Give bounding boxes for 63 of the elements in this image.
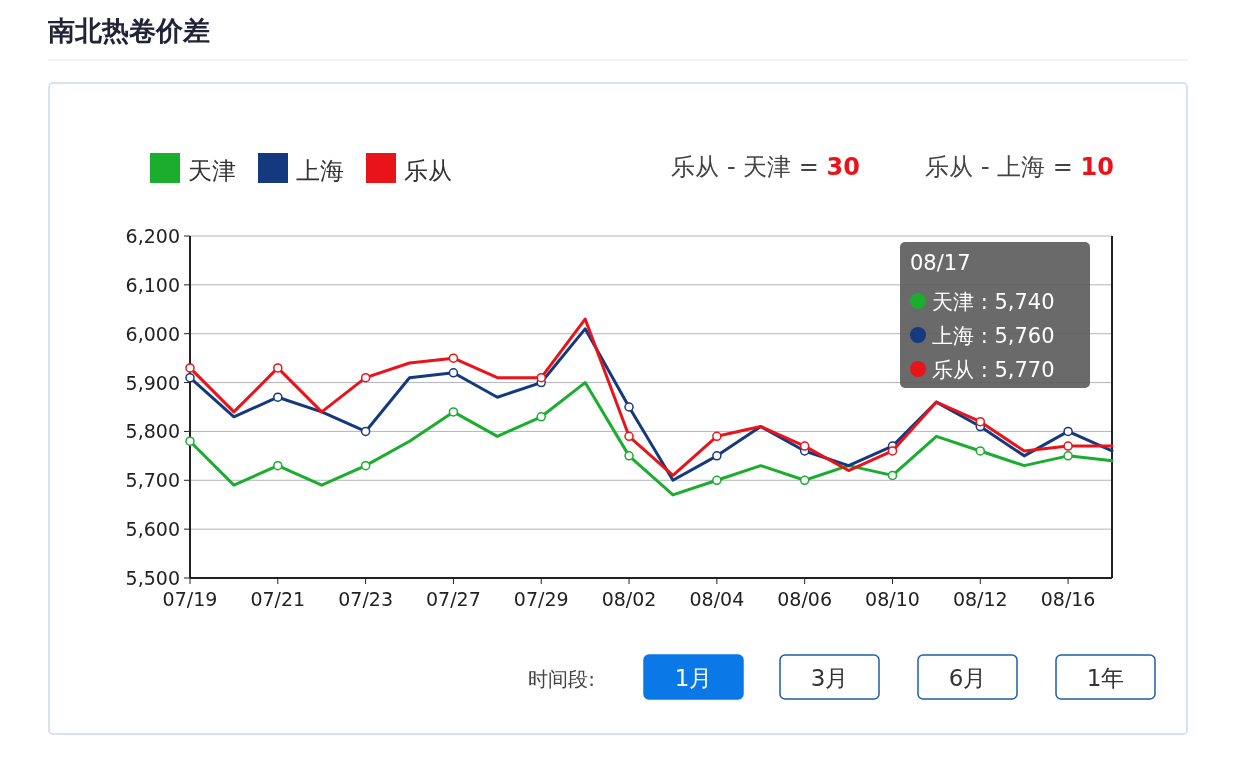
annotation: 上海 : 5,760 [932,324,1055,348]
y-tick-label: 6,000 [125,322,180,345]
x-tick-label: 08/02 [601,588,657,610]
point [799,441,810,451]
text: 6月 [948,665,987,691]
point [360,426,371,437]
legend-label: 乐从 [404,157,452,185]
point [887,446,898,456]
point [273,460,283,471]
y-tick-label: 6,200 [125,225,180,247]
point [273,363,283,373]
x-tick-label: 08/04 [689,588,745,610]
annotation: 08/17 [910,251,971,275]
point [185,372,195,383]
y-tick-label: 5,800 [125,420,180,443]
point [624,402,634,412]
y-tick-label: 5,700 [125,469,180,492]
text: 1年 [1086,665,1125,691]
text: 3月 [810,665,849,691]
annotation: 天津 : 5,740 [932,290,1055,314]
x-tick-label: 07/29 [513,588,569,610]
x-tick-label: 08/06 [777,588,833,610]
legend-label: 天津 [188,157,236,185]
point [975,416,986,427]
point [536,372,546,383]
point [712,431,722,442]
point [799,475,810,486]
point [1063,426,1073,437]
text: 1月 [674,665,713,691]
text: 时间段: [528,667,595,691]
y-tick-label: 6,100 [125,273,180,296]
point [185,363,195,373]
y-tick-label: 5,500 [125,567,180,589]
y-tick-label: 5,900 [125,371,180,394]
x-tick-label: 07/19 [162,588,218,610]
point [624,451,634,461]
point [360,372,371,383]
x-tick-label: 08/12 [952,588,1008,610]
point [273,392,283,402]
text: 乐从 - 上海 = 10 [925,153,1114,181]
x-tick-label: 08/16 [1040,588,1096,610]
point [448,368,459,378]
x-tick-label: 07/27 [426,588,481,610]
point [185,436,195,446]
text: 乐从 - 天津 = 30 [671,153,860,181]
point [712,475,722,486]
annotation: 乐从 : 5,770 [932,358,1055,382]
point [1063,451,1073,461]
x-tick-label: 07/21 [250,588,306,610]
point [536,412,546,422]
legend-label: 上海 [296,157,344,185]
chart-title: 南北热卷价差 [47,15,210,46]
point [887,470,898,481]
point [1063,441,1073,451]
point [712,451,722,461]
point [448,353,459,363]
x-tick-label: 08/10 [865,588,920,610]
point [975,446,986,456]
x-tick-label: 07/23 [338,588,393,610]
point [360,460,371,471]
y-tick-label: 5,600 [125,518,180,541]
point [448,407,459,417]
point [624,431,634,442]
